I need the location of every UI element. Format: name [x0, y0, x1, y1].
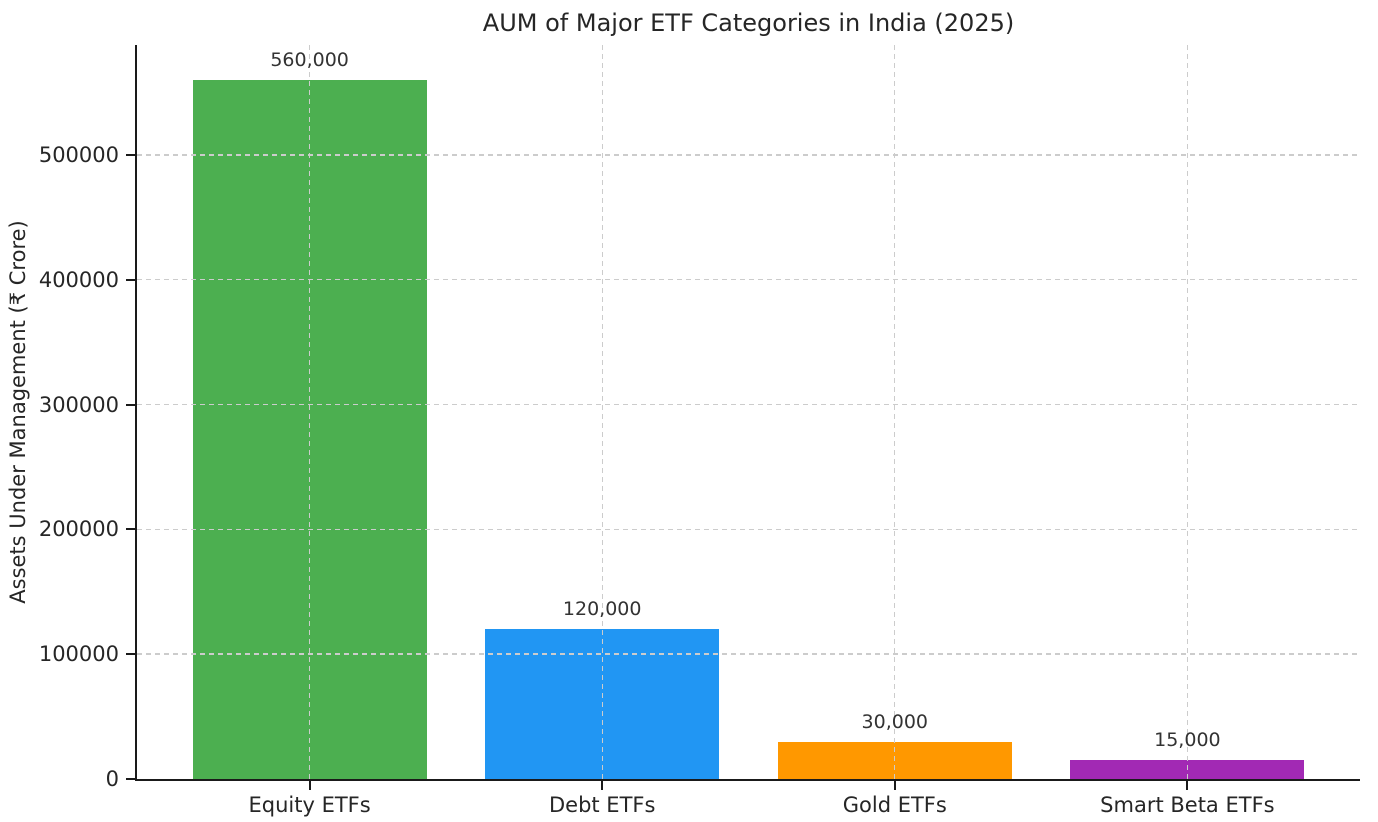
- x-tick-label: Equity ETFs: [248, 793, 371, 817]
- y-tick-label: 200000: [38, 517, 119, 542]
- y-tick-label: 0: [105, 767, 119, 791]
- y-tick-label: 400000: [38, 267, 119, 292]
- x-tick-label: Gold ETFs: [842, 793, 947, 817]
- chart-title: AUM of Major ETF Categories in India (20…: [482, 9, 1015, 37]
- y-tick-mark: [126, 278, 135, 281]
- bar-value-label: 120,000: [562, 598, 642, 621]
- y-tick-label: 300000: [38, 392, 119, 417]
- y-tick-label: 500000: [38, 142, 119, 167]
- x-tick-label: Smart Beta ETFs: [1100, 793, 1275, 817]
- bar-value-label: 560,000: [270, 48, 349, 71]
- horizontal-gridline: [137, 403, 1360, 406]
- plot-area: 560,000 Equity ETFs 120,000 Debt ETFs 30,000…: [39, 45, 1360, 817]
- y-tick-label: 100000: [38, 642, 119, 667]
- y-tick-mark: [126, 153, 135, 156]
- y-tick-mark: [126, 528, 135, 531]
- y-tick-mark: [126, 653, 135, 656]
- vertical-gridline: [601, 45, 603, 779]
- horizontal-gridline: [137, 279, 1360, 281]
- vertical-gridline: [894, 45, 896, 779]
- y-tick-mark: [126, 403, 135, 406]
- x-tick-mark: [893, 781, 896, 790]
- y-tick-mark: [126, 778, 135, 780]
- bar-value-label: 15,000: [1154, 729, 1221, 752]
- bar-value-label: 30,000: [861, 710, 929, 733]
- y-axis-label: Assets Under Management (₹ Crore): [6, 220, 30, 604]
- horizontal-gridline: [137, 154, 1360, 156]
- x-tick-mark: [308, 781, 311, 790]
- vertical-gridline: [1186, 45, 1189, 779]
- x-tick-mark: [1186, 781, 1189, 790]
- x-tick-label: Debt ETFs: [548, 793, 656, 817]
- y-axis-spine: [135, 45, 137, 779]
- horizontal-gridline: [137, 653, 1360, 655]
- vertical-gridline: [308, 45, 311, 779]
- horizontal-gridline: [137, 528, 1360, 531]
- x-tick-mark: [601, 781, 604, 790]
- x-axis-spine: [135, 779, 1360, 781]
